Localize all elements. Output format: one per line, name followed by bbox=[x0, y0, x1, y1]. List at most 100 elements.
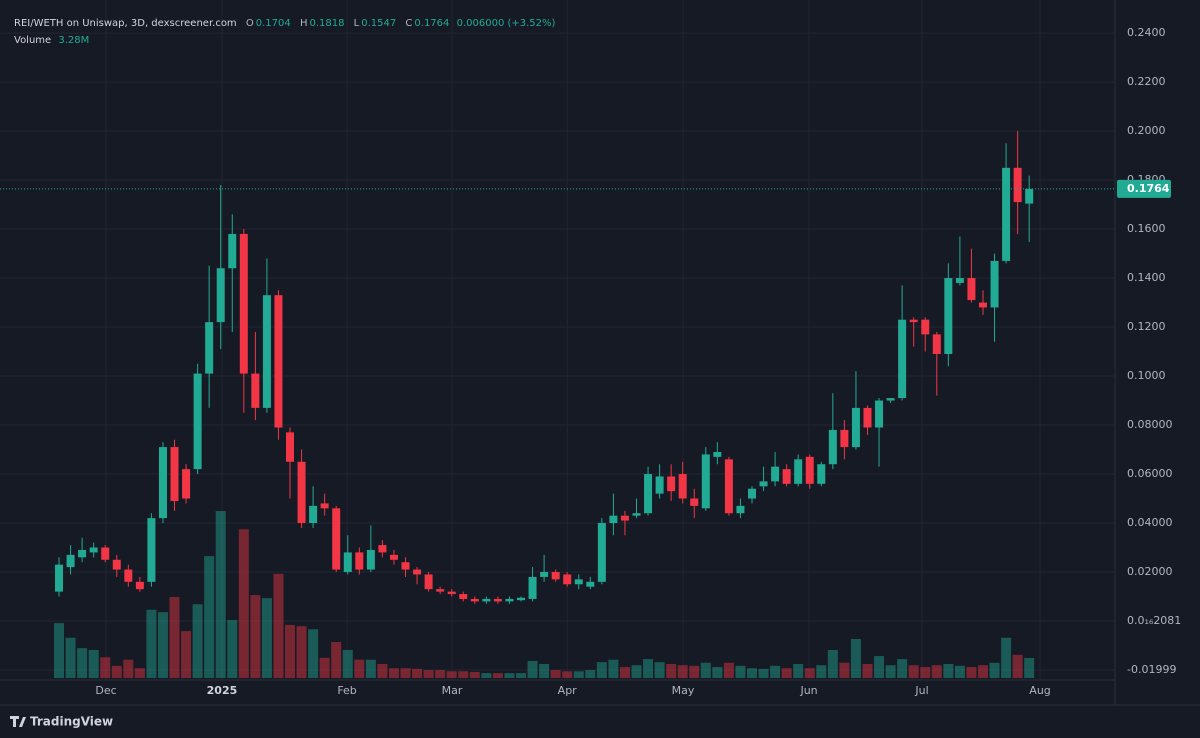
candle-body bbox=[366, 549, 375, 570]
volume-bar bbox=[65, 637, 76, 678]
volume-bar bbox=[677, 665, 688, 678]
brand-logo[interactable]: TradingView bbox=[10, 715, 113, 729]
candle-body bbox=[447, 591, 456, 595]
candle-body bbox=[193, 373, 202, 470]
volume-bar bbox=[435, 670, 446, 678]
candle-body bbox=[135, 581, 144, 590]
candle-body bbox=[378, 545, 387, 553]
candle-body bbox=[228, 233, 237, 269]
volume-bar bbox=[804, 668, 815, 678]
candle-body bbox=[239, 233, 248, 374]
ohlc-letter: C bbox=[405, 18, 413, 29]
candle-body bbox=[320, 503, 329, 509]
candle-body bbox=[574, 579, 583, 585]
volume-bar bbox=[215, 511, 226, 678]
high-value: 0.1818 bbox=[309, 18, 345, 29]
x-tick-label: Dec bbox=[95, 684, 116, 697]
volume-bar bbox=[619, 667, 630, 678]
volume-bar bbox=[631, 665, 642, 678]
volume-bar bbox=[354, 659, 365, 678]
y-tick-label: 0.02000 bbox=[1127, 565, 1173, 578]
candles bbox=[55, 131, 1034, 604]
volume-bar bbox=[735, 665, 746, 678]
candle-body bbox=[586, 581, 595, 587]
volume-bar bbox=[308, 629, 319, 678]
candle-body bbox=[747, 488, 756, 499]
volume-bar bbox=[204, 556, 215, 678]
volume-bar bbox=[966, 667, 977, 678]
volume-bar bbox=[793, 663, 804, 678]
candle-body bbox=[147, 518, 156, 582]
ohlc-letter: O bbox=[245, 18, 254, 29]
candle-body bbox=[759, 481, 768, 487]
volume-bar bbox=[770, 665, 781, 678]
volume-bar bbox=[481, 673, 492, 678]
volume-bar bbox=[273, 573, 284, 678]
candle-body bbox=[540, 572, 549, 577]
candle-body bbox=[332, 508, 341, 570]
candle-body bbox=[955, 278, 964, 283]
volume-title: Volume bbox=[14, 35, 52, 46]
close-value: 0.1764 bbox=[414, 18, 450, 29]
volume-bar bbox=[342, 649, 353, 678]
candle-body bbox=[89, 547, 98, 553]
candle-body bbox=[66, 554, 75, 568]
candle-body bbox=[389, 554, 398, 560]
volume-bar bbox=[585, 670, 596, 678]
candle-body bbox=[771, 466, 780, 482]
candle-body bbox=[921, 319, 930, 335]
volume-bar bbox=[643, 659, 654, 678]
x-tick-label: Apr bbox=[558, 684, 578, 697]
candle-body bbox=[597, 523, 606, 582]
candle-body bbox=[216, 268, 225, 323]
volume-bar bbox=[573, 671, 584, 678]
volume-bar bbox=[827, 649, 838, 678]
candle-body bbox=[482, 598, 491, 602]
candle-body bbox=[701, 454, 710, 509]
volume-bar bbox=[492, 673, 503, 678]
candle-body bbox=[101, 547, 110, 560]
volume-bar bbox=[169, 596, 180, 678]
volume-bar bbox=[931, 665, 942, 678]
candle-body bbox=[851, 407, 860, 448]
candle-body bbox=[805, 456, 814, 484]
volume-bar bbox=[100, 657, 111, 678]
candle-body bbox=[932, 334, 941, 354]
volume-bar bbox=[134, 668, 145, 678]
volume-bar bbox=[146, 609, 157, 678]
candle-body bbox=[274, 295, 283, 428]
candle-body bbox=[205, 322, 214, 374]
candle-body bbox=[55, 564, 64, 592]
candle-body bbox=[297, 461, 306, 524]
candle-body bbox=[990, 260, 999, 308]
volume-bar bbox=[1024, 658, 1035, 678]
candle-body bbox=[459, 594, 468, 599]
candle-body bbox=[182, 469, 191, 499]
candle-body bbox=[655, 476, 664, 494]
candle-body bbox=[944, 278, 953, 354]
volume-bar bbox=[111, 665, 122, 678]
ohlc-letter: H bbox=[299, 18, 308, 29]
y-tick-label: 0.1400 bbox=[1127, 271, 1166, 284]
candle-body bbox=[493, 598, 502, 602]
volume-bar bbox=[689, 665, 700, 678]
x-tick-label: Aug bbox=[1029, 684, 1050, 697]
volume-bar bbox=[123, 659, 134, 678]
volume-bar bbox=[850, 638, 861, 678]
volume-bar bbox=[400, 668, 411, 678]
candle-body bbox=[967, 278, 976, 301]
volume-bar bbox=[192, 604, 203, 678]
volume-bar bbox=[319, 657, 330, 678]
volume-bar bbox=[388, 668, 399, 678]
volume-bar bbox=[331, 642, 342, 678]
volume-bar bbox=[516, 673, 527, 678]
volume-bar bbox=[412, 668, 423, 678]
candle-body bbox=[667, 476, 676, 492]
volume-bar bbox=[238, 529, 249, 678]
volume-bar bbox=[88, 649, 99, 678]
volume-bar bbox=[874, 656, 885, 678]
volume-bar bbox=[839, 662, 850, 678]
logo-icon bbox=[10, 716, 26, 727]
candle-body bbox=[505, 598, 514, 602]
